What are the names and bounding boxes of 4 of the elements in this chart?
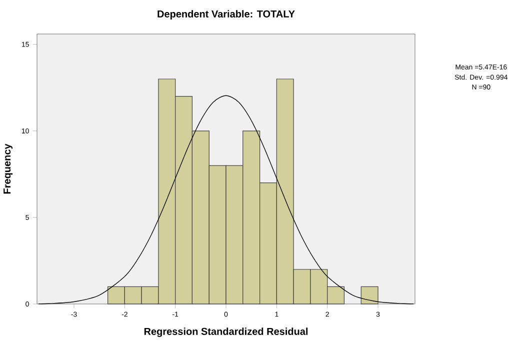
chart-title: Dependent Variable: TOTALY [158,10,295,20]
line-series [38,95,414,304]
x-axis-title: Regression Standardized Residual [144,328,308,337]
y-axis-title: Frequency [4,144,13,194]
